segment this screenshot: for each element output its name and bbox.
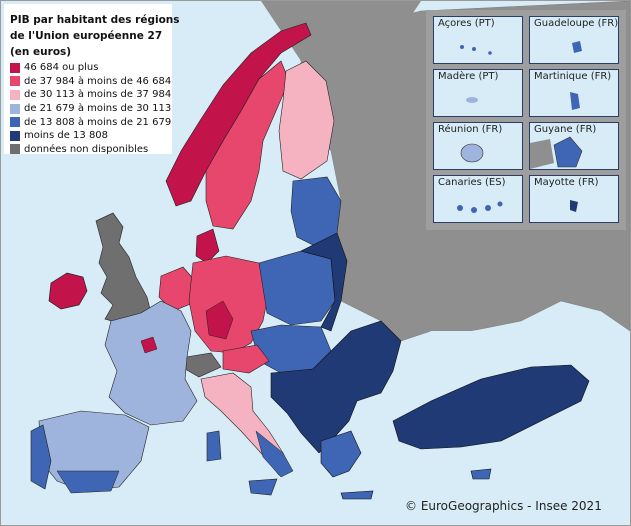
black-sea <box>401 323 581 393</box>
legend-swatch <box>10 144 20 155</box>
inset-madere: Madère (PT) <box>433 69 523 117</box>
map-legend: PIB par habitant des régions de l'Union … <box>4 4 180 156</box>
inset-shape <box>570 92 580 110</box>
greece <box>320 430 362 478</box>
russia-north <box>261 1 421 61</box>
legend-row: de 30 113 à moins de 37 984 <box>10 88 171 102</box>
inset-label: Canaries (ES) <box>438 177 506 188</box>
germany-high <box>205 300 234 340</box>
inset-martinique: Martinique (FR) <box>529 69 619 117</box>
legend-swatch <box>10 130 20 141</box>
legend-label: de 13 808 à moins de 21 679 <box>24 116 172 128</box>
norway <box>165 22 312 207</box>
inset-label: Martinique (FR) <box>534 71 612 82</box>
austria <box>222 344 270 374</box>
legend-swatch <box>10 62 20 73</box>
inset-label: Mayotte (FR) <box>534 177 599 188</box>
legend-title-line: de l'Union européenne 27 <box>10 30 163 42</box>
legend-row: données non disponibles <box>10 143 171 157</box>
inset-label: Açores (PT) <box>438 18 495 29</box>
legend-swatch <box>10 103 20 114</box>
legend-label: de 37 984 à moins de 46 684 <box>24 75 172 87</box>
legend-swatch <box>10 76 20 87</box>
inset-label: Guyane (FR) <box>534 124 597 135</box>
inset-shape <box>530 136 583 169</box>
poland <box>258 250 336 326</box>
spain-south <box>56 470 120 494</box>
inset-guadeloupe: Guadeloupe (FR) <box>529 16 619 64</box>
legend-title-line: PIB par habitant des régions <box>10 14 180 26</box>
inset-shape <box>460 45 492 55</box>
inset-canaries: Canaries (ES) <box>433 175 523 223</box>
legend-label: 46 684 ou plus <box>24 62 99 74</box>
inset-shape <box>466 97 478 103</box>
legend-row: moins de 13 808 <box>10 129 171 143</box>
cyprus <box>470 468 492 480</box>
copyright: © EuroGeographics - Insee 2021 <box>405 499 602 513</box>
inset-reunion: Réunion (FR) <box>433 122 523 170</box>
legend-row: de 37 984 à moins de 46 684 <box>10 75 171 89</box>
legend-label: de 30 113 à moins de 37 984 <box>24 89 172 101</box>
legend-row: de 13 808 à moins de 21 679 <box>10 115 171 129</box>
legend-label: de 21 679 à moins de 30 113 <box>24 103 172 115</box>
great-britain <box>95 212 152 324</box>
inset-acores: Açores (PT) <box>433 16 523 64</box>
legend-items: 46 684 ou plus de 37 984 à moins de 46 6… <box>10 61 171 156</box>
sicily <box>248 478 278 496</box>
legend-label: données non disponibles <box>24 143 149 155</box>
inset-shape <box>572 41 582 53</box>
inset-mayotte: Mayotte (FR) <box>529 175 619 223</box>
inset-label: Madère (PT) <box>438 71 499 82</box>
sardinia <box>206 430 222 462</box>
denmark <box>195 228 220 264</box>
italy-south <box>255 430 294 478</box>
legend-swatch <box>10 89 20 100</box>
crete <box>340 490 374 500</box>
legend-swatch <box>10 117 20 128</box>
inset-panel: Açores (PT) Guadeloupe (FR) Madère (PT) … <box>426 10 626 230</box>
legend-title-line: (en euros) <box>10 46 72 58</box>
legend-label: moins de 13 808 <box>24 130 109 142</box>
sweden <box>205 60 290 230</box>
france <box>104 300 198 426</box>
legend-title: PIB par habitant des régions de l'Union … <box>10 12 180 60</box>
inset-guyane: Guyane (FR) <box>529 122 619 170</box>
southeast-europe <box>270 320 402 454</box>
legend-row: 46 684 ou plus <box>10 61 171 75</box>
paris-region <box>140 336 158 354</box>
inset-shape <box>570 200 578 212</box>
inset-shape <box>457 201 503 213</box>
switzerland <box>184 352 222 378</box>
inset-label: Guadeloupe (FR) <box>534 18 619 29</box>
east-belt <box>300 232 348 332</box>
inset-shape <box>460 143 484 163</box>
ireland <box>48 272 88 310</box>
legend-row: de 21 679 à moins de 30 113 <box>10 102 171 116</box>
finland <box>278 60 335 180</box>
turkey <box>392 364 590 450</box>
portugal <box>30 424 52 490</box>
inset-label: Réunion (FR) <box>438 124 503 135</box>
